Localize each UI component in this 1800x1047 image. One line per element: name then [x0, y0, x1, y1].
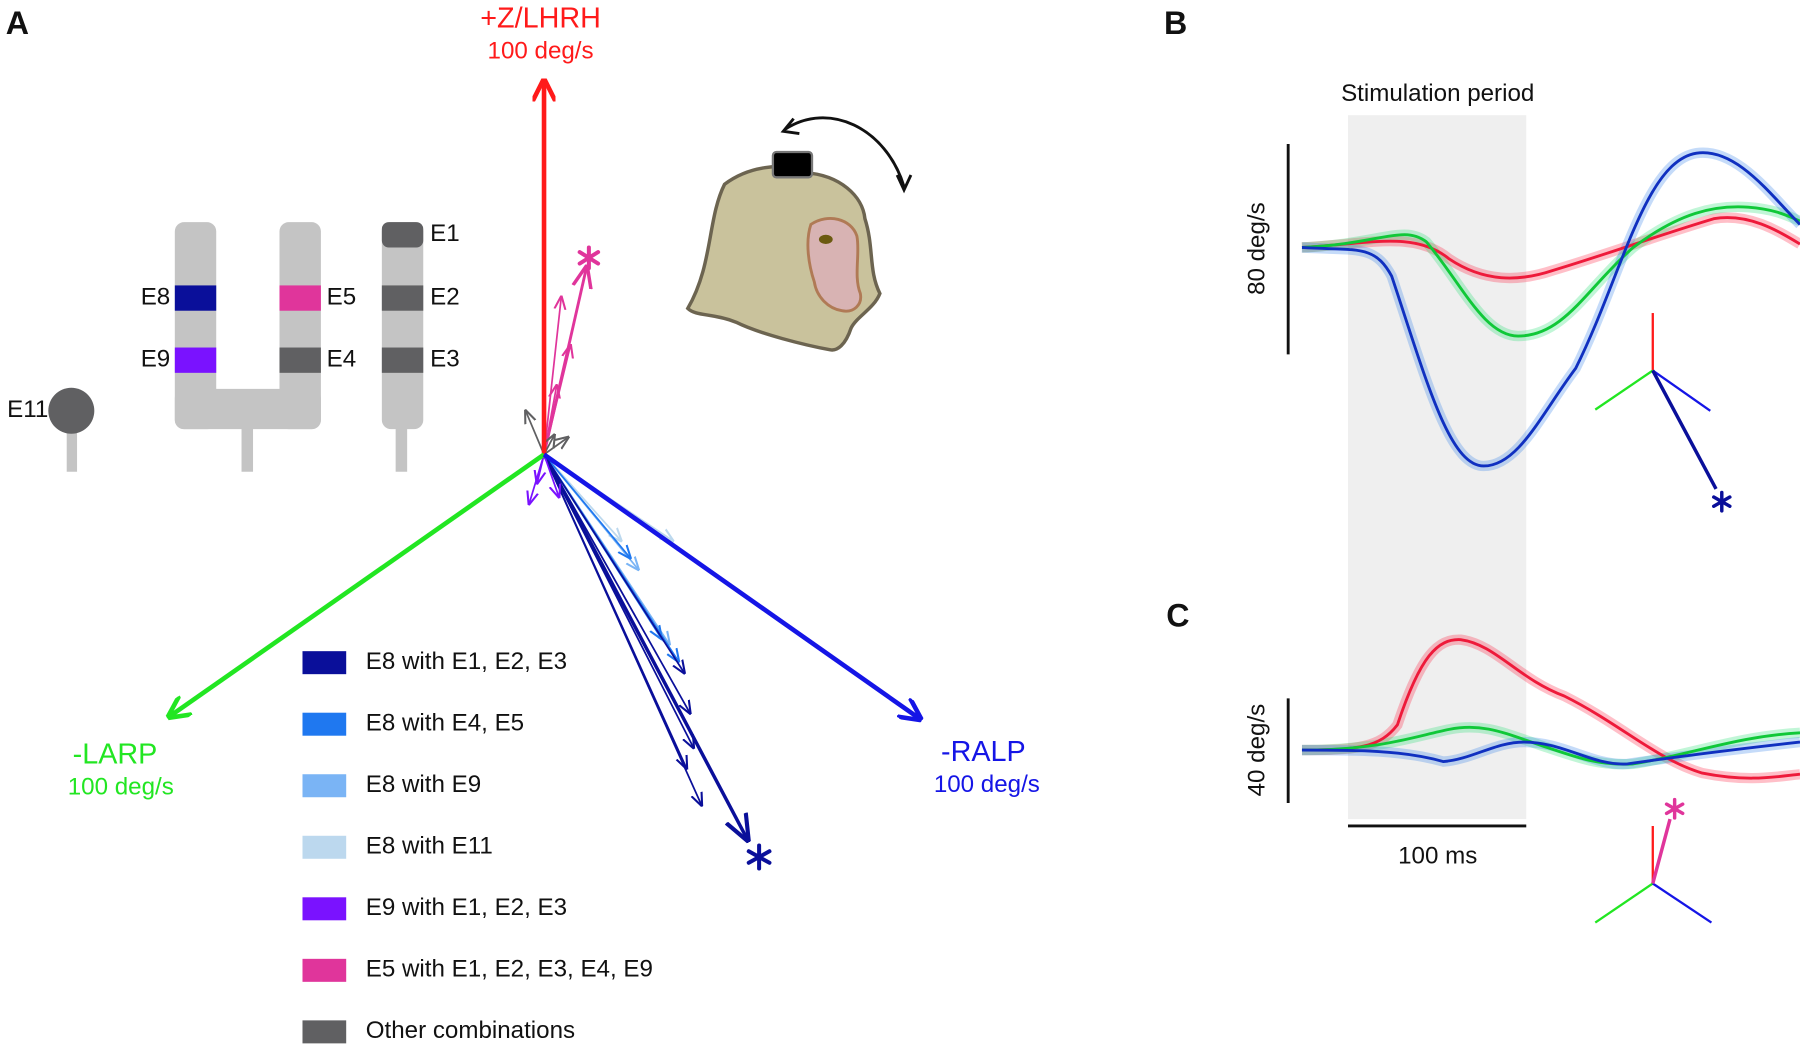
legend-swatch [302, 712, 347, 736]
axis-scale: 100 deg/s [934, 771, 1040, 798]
traces-c [1301, 634, 1800, 784]
electrode [381, 222, 424, 248]
legend-swatch [302, 774, 347, 798]
electrode-label: E5 [327, 283, 357, 310]
legend-swatch [302, 897, 347, 921]
legend-swatch [302, 1020, 347, 1044]
panel-label: B [1164, 5, 1187, 41]
panel-label: C [1166, 597, 1189, 633]
legend-swatch [302, 958, 347, 982]
vectors [526, 267, 748, 840]
legend-swatch [302, 835, 347, 859]
electrode-label: E8 [141, 283, 171, 310]
electrode [279, 285, 321, 311]
electrode [381, 285, 424, 311]
traces-b [1301, 147, 1800, 472]
axis-name: +Z/LHRH [480, 2, 601, 34]
scale-label: 80 deg/s [1244, 202, 1271, 295]
axis-scale: 100 deg/s [68, 773, 174, 800]
electrode [381, 347, 424, 373]
electrode [279, 347, 321, 373]
legend-label: Other combinations [366, 1017, 575, 1044]
monkey-head [685, 116, 913, 352]
shade-label: Stimulation period [1341, 80, 1534, 107]
axis-name: -RALP [941, 736, 1026, 768]
electrode-label: E3 [430, 346, 460, 373]
time-label: 100 ms [1398, 842, 1477, 869]
electrode-label: E4 [327, 346, 357, 373]
inset-axes [1594, 313, 1718, 924]
axis-scale: 100 deg/s [488, 37, 594, 64]
legend-label: E9 with E1, E2, E3 [366, 894, 567, 921]
legend-label: E8 with E9 [366, 771, 481, 798]
electrode [174, 285, 217, 311]
legend-label: E8 with E11 [366, 833, 493, 860]
legend-swatch [302, 651, 347, 675]
legend-label: E5 with E1, E2, E3, E4, E9 [366, 956, 653, 983]
panel-label: A [6, 5, 29, 41]
probe [66, 222, 424, 472]
electrode-label: E1 [430, 220, 460, 247]
electrode-label: E2 [430, 283, 460, 310]
axis-arrows [169, 81, 920, 719]
axis-name: -LARP [73, 738, 158, 770]
scale-label: 40 deg/s [1244, 704, 1271, 797]
electrode-label: E11 [7, 396, 48, 423]
legend-label: E8 with E4, E5 [366, 710, 524, 737]
electrode-label: E9 [141, 346, 171, 373]
electrode [48, 387, 95, 434]
electrode [174, 347, 217, 373]
stimulation-shade [1347, 115, 1527, 820]
legend-label: E8 with E1, E2, E3 [366, 648, 567, 675]
asterisk [577, 245, 1732, 871]
